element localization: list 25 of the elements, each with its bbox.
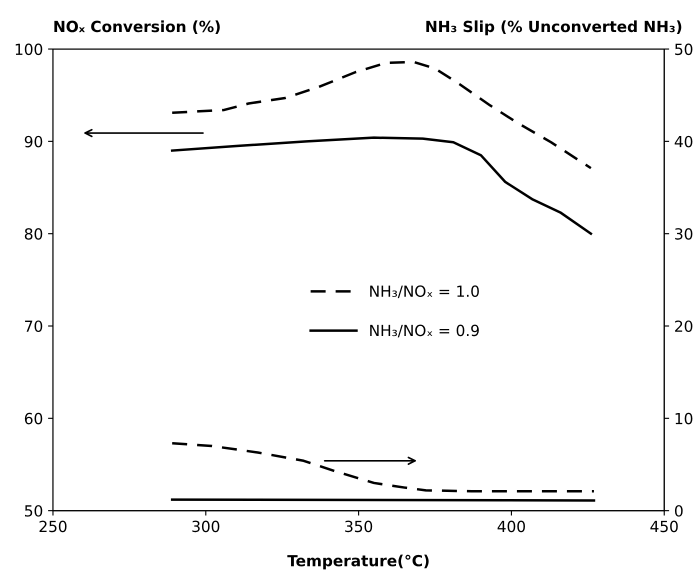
y2-tick-label: 30 <box>675 228 692 240</box>
x-tick-label: 300 <box>192 520 220 532</box>
y-axis-title: NOₓ Conversion (%) <box>54 20 220 34</box>
x-tick-label: 350 <box>345 520 372 532</box>
y-tick-label: 70 <box>25 320 42 332</box>
y2-tick-label: 20 <box>675 320 692 332</box>
y-tick-label: 100 <box>16 44 42 56</box>
y-tick-label: 80 <box>24 228 42 240</box>
y2-tick-label: 10 <box>676 412 692 424</box>
y-tick-label: 50 <box>24 505 42 517</box>
line-series <box>170 442 596 493</box>
line-series <box>170 136 592 235</box>
y-tick-label: 90 <box>24 136 42 148</box>
y2-tick-label: 40 <box>674 136 692 148</box>
legend-label: NH₃/NOₓ = 0.9 <box>370 324 479 338</box>
y-tick-label: 60 <box>24 412 42 424</box>
x-axis-title: Temperature(°C) <box>287 554 429 570</box>
x-tick-label: 400 <box>498 520 525 532</box>
x-tick-label: 450 <box>650 520 678 532</box>
y2-tick-label: 0 <box>674 505 683 517</box>
y2-axis-title: NH₃ Slip (% Unconverted NH₃) <box>426 20 682 36</box>
x-tick-label: 250 <box>40 520 67 532</box>
legend-label: NH₃/NOₓ = 1.0 <box>370 285 479 298</box>
line-series <box>170 60 592 170</box>
y2-tick-label: 50 <box>675 44 692 56</box>
